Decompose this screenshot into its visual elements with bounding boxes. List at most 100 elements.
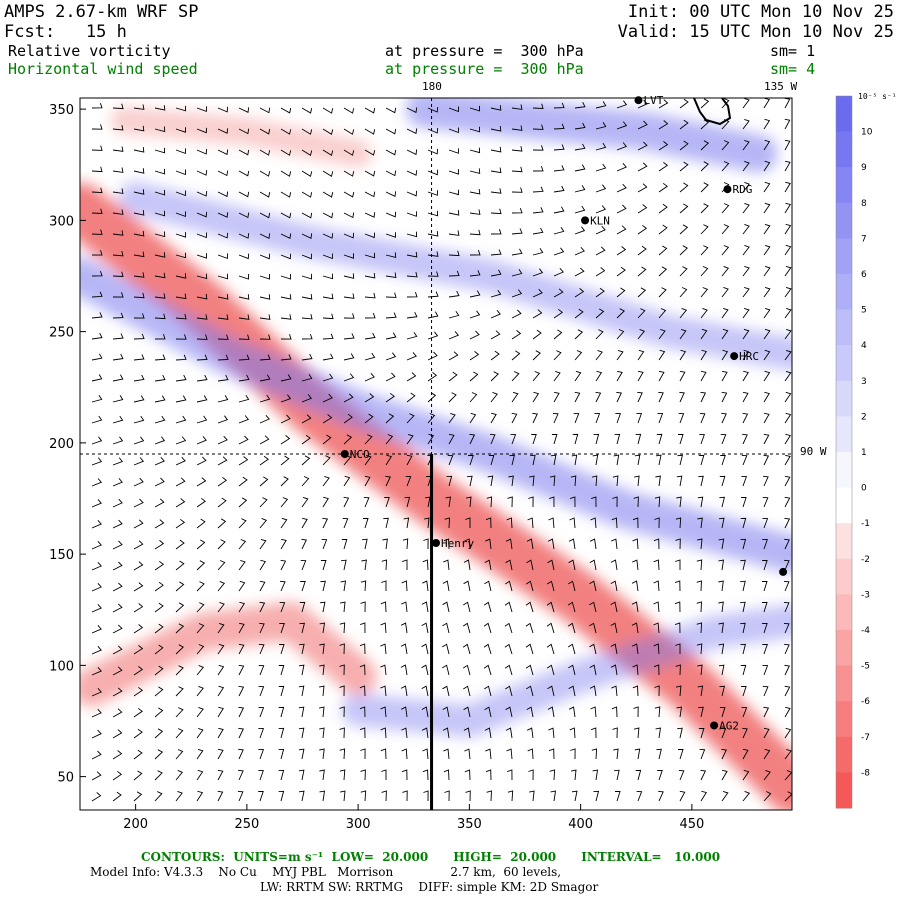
wind-barb bbox=[763, 98, 771, 109]
wind-barb bbox=[91, 166, 103, 173]
wind-barb bbox=[511, 166, 523, 173]
wind-barb bbox=[465, 790, 471, 802]
wind-barb bbox=[490, 412, 497, 424]
wind-barb bbox=[238, 294, 250, 300]
wind-barb bbox=[321, 538, 328, 550]
wind-barb bbox=[258, 748, 265, 760]
wind-barb bbox=[196, 518, 206, 529]
wind-barb bbox=[360, 580, 367, 592]
wind-barb bbox=[259, 622, 265, 634]
wind-barb bbox=[91, 394, 103, 403]
wind-barb bbox=[301, 149, 313, 157]
colorbar-swatch bbox=[836, 701, 852, 738]
wind-barb bbox=[742, 223, 750, 235]
wind-barb bbox=[616, 370, 623, 382]
wind-barb bbox=[525, 622, 534, 634]
wind-barb bbox=[573, 412, 580, 424]
wind-barb bbox=[238, 643, 245, 655]
wind-barb bbox=[637, 287, 647, 298]
wind-barb bbox=[154, 147, 166, 154]
wind-barb bbox=[196, 685, 204, 697]
wind-barb bbox=[490, 249, 502, 256]
wind-barb bbox=[196, 727, 204, 739]
wind-barb bbox=[301, 476, 310, 487]
wind-barb bbox=[445, 496, 452, 508]
wind-barb bbox=[385, 413, 395, 424]
wind-barb bbox=[280, 538, 287, 550]
wind-barb bbox=[615, 412, 622, 424]
wind-barb bbox=[380, 706, 387, 718]
wind-barb bbox=[343, 475, 351, 487]
wind-barb bbox=[427, 106, 439, 113]
coastline bbox=[693, 98, 732, 126]
wind-barb bbox=[742, 139, 750, 151]
wind-barb bbox=[616, 287, 626, 298]
wind-barb bbox=[196, 477, 207, 487]
wind-barb bbox=[612, 496, 618, 508]
wind-barb bbox=[442, 727, 450, 739]
colorbar-label: -2 bbox=[861, 555, 870, 565]
x-tick-label: 250 bbox=[234, 817, 259, 832]
wind-barb bbox=[343, 170, 355, 177]
wind-barb bbox=[133, 707, 143, 718]
wind-barb bbox=[238, 435, 249, 445]
wind-barb bbox=[238, 274, 249, 280]
wind-barb bbox=[448, 412, 456, 424]
wind-barb bbox=[217, 106, 229, 113]
colorbar-frame bbox=[835, 95, 853, 809]
wind-barb bbox=[175, 644, 184, 655]
wind-barb bbox=[658, 162, 669, 172]
wind-barb bbox=[322, 212, 334, 219]
wind-barb bbox=[238, 601, 246, 613]
wind-barb bbox=[322, 149, 334, 157]
wind-barb bbox=[259, 128, 271, 135]
wind-barb bbox=[447, 454, 454, 466]
wind-barb bbox=[196, 415, 208, 424]
wind-barb bbox=[154, 728, 164, 739]
wind-barb bbox=[595, 349, 603, 361]
wind-barb bbox=[112, 230, 124, 236]
wind-barb bbox=[280, 274, 291, 280]
wind-barb bbox=[406, 211, 418, 217]
wind-barb bbox=[133, 210, 145, 216]
wind-barb bbox=[406, 454, 413, 466]
wind-barbs bbox=[91, 98, 792, 802]
wind-barb bbox=[511, 289, 523, 298]
wind-barb bbox=[546, 580, 555, 592]
wind-barb bbox=[298, 685, 305, 697]
wind-barb bbox=[133, 770, 143, 781]
wind-barb bbox=[679, 307, 688, 319]
lon-90w-label: 90 W bbox=[800, 445, 827, 458]
wind-barb bbox=[154, 791, 163, 802]
wind-barb bbox=[196, 314, 208, 320]
wind-barb bbox=[589, 559, 597, 571]
wind-barb bbox=[133, 374, 145, 382]
wind-barb bbox=[278, 748, 285, 760]
wind-barb bbox=[448, 169, 459, 175]
wind-barb bbox=[678, 769, 685, 781]
wind-barb bbox=[259, 415, 270, 424]
wind-barb bbox=[611, 685, 618, 697]
wind-barb bbox=[444, 517, 450, 529]
wind-barb bbox=[762, 602, 768, 613]
wind-barb bbox=[385, 149, 397, 156]
wind-barb bbox=[448, 351, 459, 361]
wind-barb bbox=[238, 253, 250, 260]
wind-barb bbox=[527, 748, 534, 760]
wind-barb bbox=[741, 686, 747, 697]
wind-barb bbox=[740, 538, 747, 550]
wind-barb bbox=[364, 232, 376, 239]
wind-barb bbox=[742, 748, 749, 760]
wind-barb bbox=[504, 664, 513, 676]
wind-barb bbox=[319, 664, 325, 676]
wind-barb bbox=[697, 496, 704, 508]
colorbar-label: -5 bbox=[861, 662, 870, 672]
wind-barb bbox=[574, 308, 584, 319]
wind-barb bbox=[616, 391, 622, 403]
wind-barb bbox=[653, 580, 660, 592]
wind-barb bbox=[427, 413, 436, 424]
wind-barb bbox=[485, 769, 492, 781]
wind-barb bbox=[112, 188, 124, 194]
wind-barb bbox=[505, 538, 513, 550]
